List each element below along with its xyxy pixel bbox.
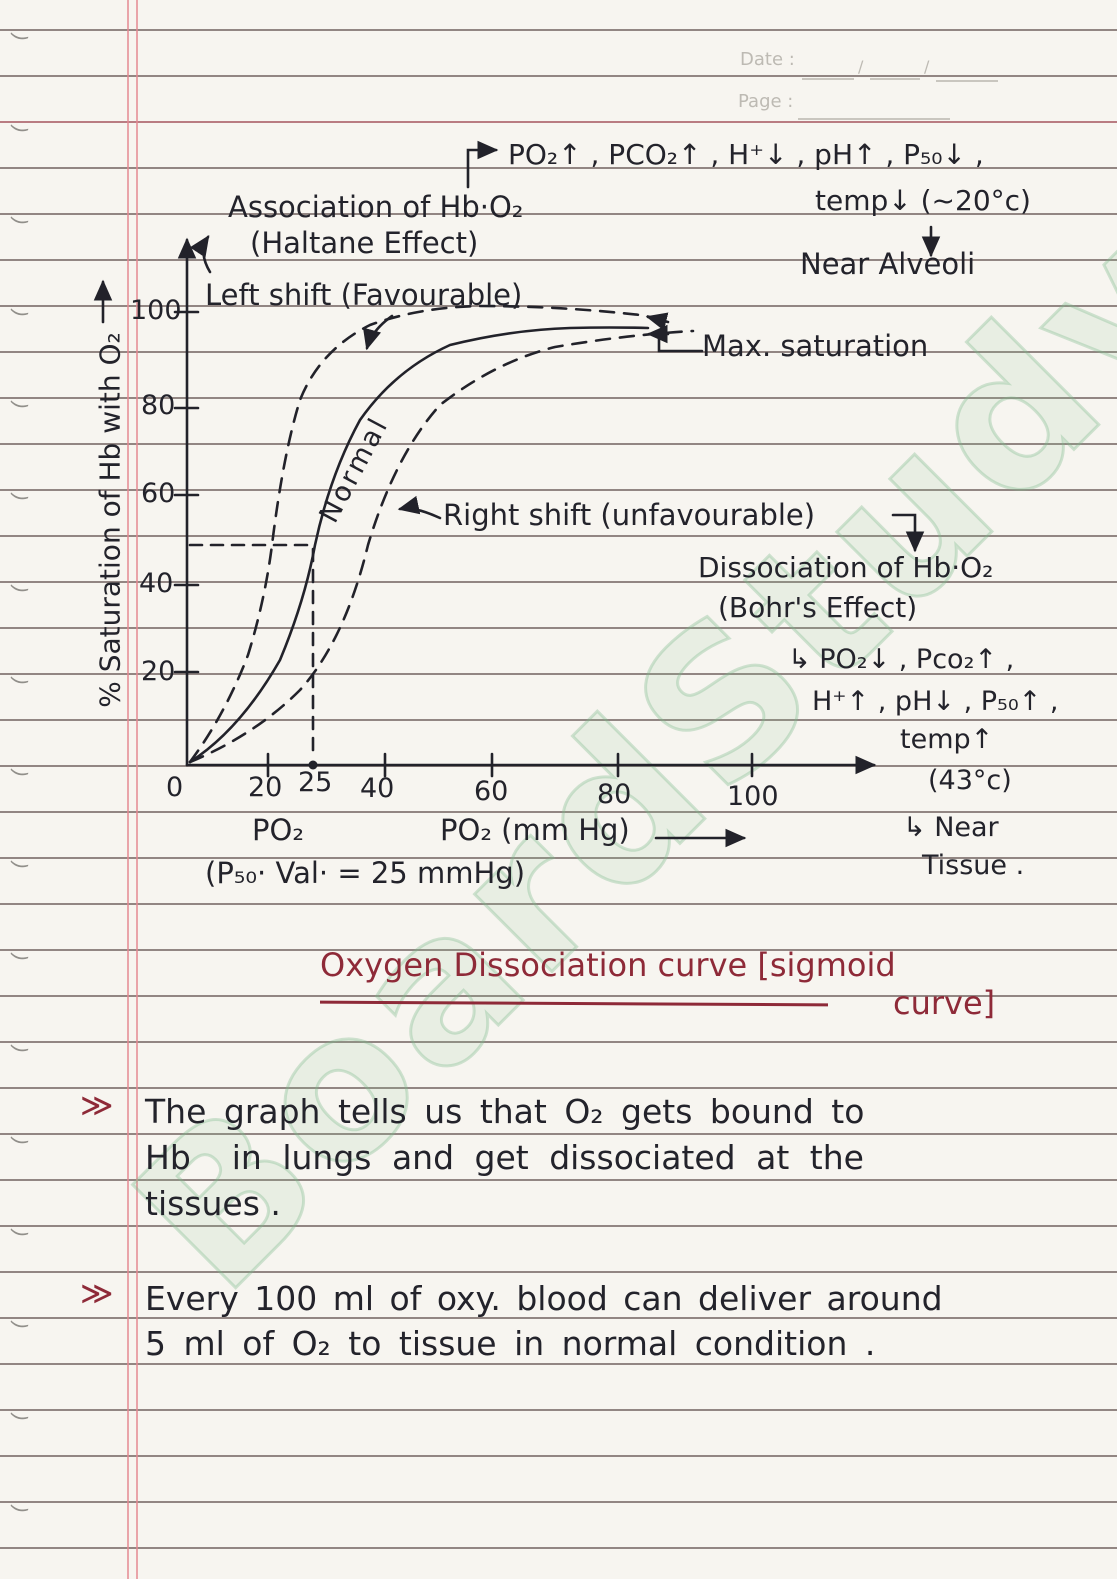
alveoli-factors-line2: temp↓ (~20°c) [815,184,1031,217]
tissue-factors-line2: H⁺↑ , pH↓ , P₅₀↑ , [812,686,1059,717]
page-line [798,118,950,120]
note-2-bullet: ≫ [80,1274,114,1312]
p50-tick-dot [308,760,318,770]
date-line-2 [870,78,920,80]
y-tick-100: 100 [130,295,182,326]
x-tick-60: 60 [474,776,509,807]
note-1-bullet: ≫ [80,1086,114,1124]
right-shift-label: Right shift (unfavourable) [443,498,816,532]
date-line-3 [936,80,998,82]
note-1-line2: Hb in lungs and get dissociated at the [145,1138,864,1177]
left-margin-line-outer [127,0,129,1579]
y-tick-40: 40 [139,568,174,599]
y-axis-ticks [173,310,200,674]
normal-curve [188,326,650,764]
right-shift-arrow [397,495,442,520]
max-saturation-arrow-1 [645,312,670,331]
note-2-line2: 5 ml of O₂ to tissue in normal condition… [145,1324,876,1363]
date-line-1 [802,78,854,80]
date-slash-2: / [924,57,930,76]
page-title-line1: Oxygen Dissociation curve [sigmoid [320,946,896,984]
x-axis-ticks [266,752,754,778]
tissue-factors-line4: (43°c) [928,765,1012,796]
max-saturation-label: Max. saturation [702,329,929,363]
y-tick-20: 20 [141,656,176,687]
note-1-line3: tissues . [145,1184,281,1223]
note-1-line1: The graph tells us that O₂ gets bound to [145,1092,865,1131]
association-sub-label: (Haltane Effect) [250,226,479,260]
near-tissue-line1: ↳ Near [903,812,999,843]
y-tick-80: 80 [141,390,176,421]
page-label: Page : [738,91,794,112]
p50-note: (P₅₀· Val· = 25 mmHg) [205,856,526,890]
near-alveoli-label: Near Alveoli [800,247,976,281]
left-shift-arrow [363,314,394,351]
x-tick-0: 0 [166,772,184,803]
x-tick-80: 80 [597,779,632,810]
tissue-factors-line3: temp↑ [900,724,994,755]
x-tick-100: 100 [727,781,779,812]
date-label: Date : [740,49,795,70]
top-margin-red-line [0,121,1117,123]
x-tick-40: 40 [360,773,395,804]
association-arrow [189,235,212,274]
right-shift-curve [188,329,695,764]
association-label: Association of Hb·O₂ [228,190,524,224]
x-tick-20: 20 [248,772,283,803]
dissociation-sub-label: (Bohr's Effect) [718,591,918,624]
dissociation-label: Dissociation of Hb·O₂ [698,551,994,584]
x-label-small: PO₂ [252,813,304,847]
left-shift-curve [188,304,670,764]
date-slash-1: / [858,57,864,76]
left-shift-label: Left shift (Favourable) [205,278,523,312]
x-label-main: PO₂ (mm Hg) [440,813,630,847]
y-tick-60: 60 [141,478,176,509]
page-title-line2: curve] [893,984,996,1022]
y-axis-label: % Saturation of Hb with O₂ [93,332,127,708]
alveoli-factors-line1: PO₂↑ , PCO₂↑ , H⁺↓ , pH↑ , P₅₀↓ , [508,138,984,171]
near-tissue-line2: Tissue . [922,850,1025,881]
note-2-line1: Every 100 ml of oxy. blood can deliver a… [145,1279,943,1318]
alveoli-bracket-arrow [466,140,499,189]
left-margin-line-inner [136,0,138,1579]
tissue-factors-line1: ↳ PO₂↓ , Pco₂↑ , [788,644,1015,675]
x-tick-25: 25 [298,767,333,798]
right-shift-elbow-arrow [891,513,925,553]
